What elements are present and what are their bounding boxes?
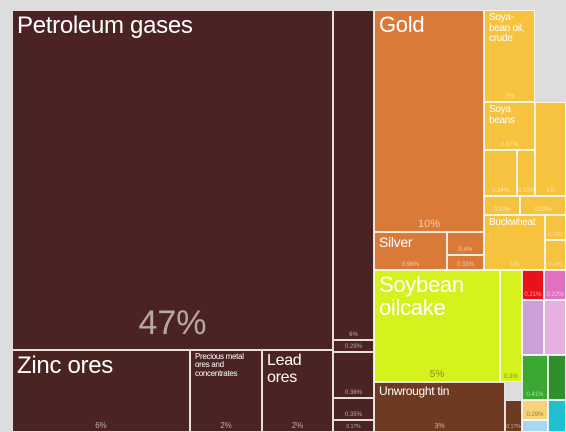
value-label: 6%: [95, 421, 107, 430]
value-label: 0.96%: [401, 262, 419, 268]
tile: 0.33%: [517, 150, 535, 196]
tile: Gold 10%: [374, 10, 484, 232]
value-label: 0.22%: [548, 232, 563, 238]
value-label: 0.41%: [526, 392, 544, 398]
tile: 0.21%: [522, 270, 544, 300]
tile: 0.14%: [545, 240, 566, 270]
tile: Soya beans 0.97%: [484, 102, 535, 150]
tile: Unwrought tin 3%: [374, 382, 505, 432]
value-label: 1%: [546, 188, 555, 194]
value-label: 1%: [510, 262, 519, 268]
tile-label: Gold: [379, 12, 425, 37]
value-label: 0.29%: [534, 207, 552, 213]
value-label: 0.17%: [506, 424, 521, 430]
tile: 0.36%: [333, 352, 374, 398]
filler: [548, 400, 566, 432]
tile-label: Unwrought tin: [379, 384, 450, 398]
value-label: 0.35%: [344, 412, 362, 418]
tile: Petroleum gases 47%: [12, 10, 333, 350]
tile: Precious metal ores and concentrates 2%: [190, 350, 262, 432]
value-label: 3%: [504, 93, 515, 100]
tile-label: Soya beans: [489, 104, 515, 126]
tile-label: Soya-bean oil, crude: [489, 12, 525, 44]
tile: Soya-bean oil, crude 3%: [484, 10, 535, 102]
value-label: 10%: [417, 218, 441, 230]
value-label: 0.33%: [518, 188, 535, 194]
tile-label: Silver: [379, 234, 413, 250]
tile: Soybean oilcake 5%: [374, 270, 500, 382]
value-label: 2%: [291, 421, 304, 430]
value-label: 3%: [434, 423, 445, 430]
value-label: 2%: [220, 421, 232, 430]
tile: 0.29%: [333, 340, 374, 352]
value-label: 0.14%: [548, 262, 563, 268]
tile: 0.29%: [522, 400, 548, 420]
value-label: 0.34%: [491, 188, 509, 194]
tile-label: Lead ores: [267, 352, 302, 386]
tile-label: Buckwheat: [489, 217, 536, 228]
tile-label: Soybean oilcake: [379, 272, 464, 321]
value-label: 0.3%: [504, 374, 518, 380]
value-label: 5%: [429, 369, 445, 380]
tile: 0.41%: [522, 355, 548, 400]
value-label: 0.29%: [526, 412, 544, 418]
tile: 0.29%: [520, 196, 566, 215]
value-label: 47%: [138, 304, 207, 342]
tile-label: Petroleum gases: [17, 12, 193, 39]
tile: 6%: [333, 10, 374, 340]
tile: 0.22%: [544, 270, 566, 300]
value-label: 0.22%: [546, 292, 564, 298]
tile: 0.35%: [333, 398, 374, 420]
value-label: 0.33%: [456, 262, 474, 268]
tile: 0.22%: [545, 215, 566, 240]
value-label: 0.97%: [500, 142, 518, 148]
filler: [548, 355, 566, 400]
tile: 0.17%: [505, 400, 522, 432]
filler: [544, 300, 566, 355]
tile: 0.34%: [484, 150, 517, 196]
tile: 1%: [535, 102, 566, 196]
value-label: 0.36%: [344, 390, 362, 396]
value-label: 6%: [349, 332, 358, 338]
value-label: 0.4%: [458, 247, 473, 253]
tile: 0.3%: [500, 270, 522, 382]
tile: Zinc ores 6%: [12, 350, 190, 432]
tile: 0.32%: [484, 196, 520, 215]
tile-label: Precious metal ores and concentrates: [195, 352, 244, 378]
filler: [522, 300, 544, 355]
tile: 0.33%: [447, 255, 484, 270]
tile: 0.17%: [333, 420, 374, 432]
tile: Silver 0.96%: [374, 232, 447, 270]
value-label: 0.17%: [346, 424, 361, 430]
filler: [522, 420, 548, 432]
value-label: 0.32%: [493, 207, 511, 213]
value-label: 0.21%: [524, 292, 542, 298]
tile: Buckwheat 1%: [484, 215, 545, 270]
tile: Lead ores 2%: [262, 350, 333, 432]
tile-label: Zinc ores: [17, 352, 113, 379]
value-label: 0.29%: [344, 344, 362, 350]
tile: 0.4%: [447, 232, 484, 255]
